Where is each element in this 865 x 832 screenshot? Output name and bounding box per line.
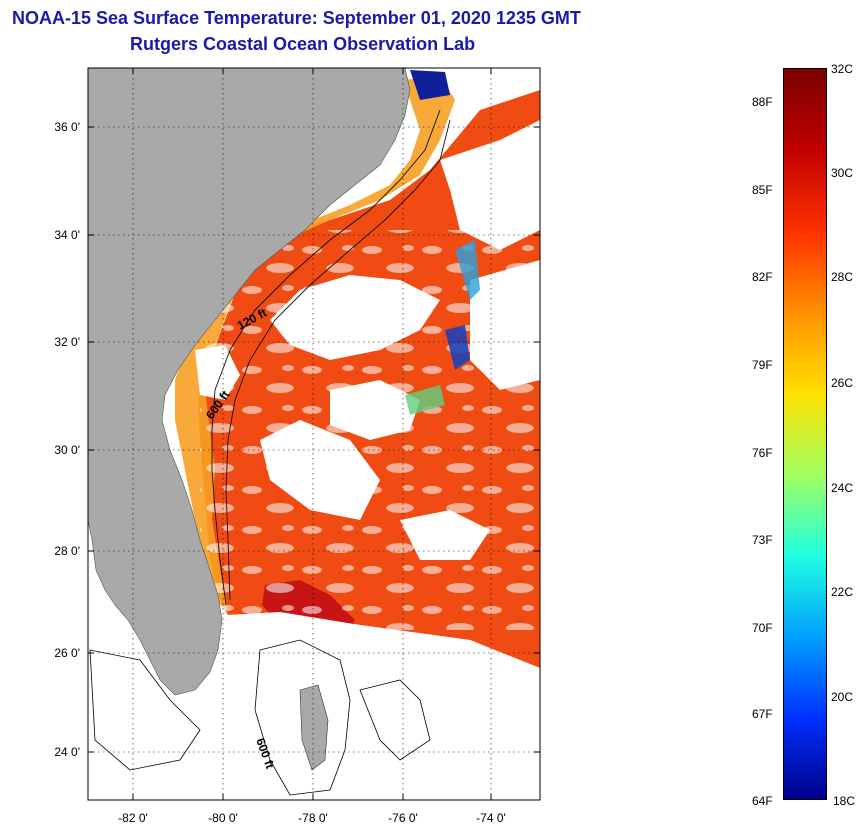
cool-filament — [455, 240, 480, 300]
colorbar-f-label: 88F — [752, 95, 773, 109]
lon-label: -80 0' — [208, 811, 238, 825]
colorbar-c-label: 26C — [831, 376, 854, 390]
isobath-600ft — [225, 119, 451, 601]
cool-filament — [405, 385, 445, 415]
colorbar-c-label: 30C — [831, 166, 854, 180]
colorbar-c-label: 20C — [831, 690, 854, 704]
colorbar-f-label: 79F — [752, 358, 773, 372]
cool-filament — [445, 325, 470, 370]
colorbar-f-label: 67F — [752, 707, 773, 721]
lat-label: 36 0' — [54, 120, 80, 134]
lat-label: 30 0' — [54, 443, 80, 457]
colorbar-f-label: 85F — [752, 183, 773, 197]
colorbar-f-label: 70F — [752, 621, 773, 635]
lat-label: 24 0' — [54, 745, 80, 759]
bahamas-bank-outline — [254, 639, 351, 796]
cool-filament — [410, 70, 450, 100]
cloud-patch — [440, 120, 540, 250]
lon-label: -76 0' — [388, 811, 418, 825]
bahamas-bank-outline — [89, 649, 201, 771]
isobath-120ft — [211, 109, 441, 606]
lon-label: -82 0' — [118, 811, 148, 825]
bahamas-island — [299, 684, 329, 771]
colorbar-f-label: 64F — [752, 794, 773, 808]
temperature-colorbar — [783, 68, 827, 800]
colorbar-f-label: 76F — [752, 446, 773, 460]
colorbar-f-label: 82F — [752, 270, 773, 284]
lon-label: -74 0' — [476, 811, 506, 825]
colorbar-c-label: 32C — [831, 62, 854, 76]
lat-label: 34 0' — [54, 228, 80, 242]
axis-ticks — [88, 68, 540, 800]
colorbar-c-label: 22C — [831, 585, 854, 599]
colorbar-f-label: 73F — [752, 533, 773, 547]
bahamas-bank-outline — [359, 679, 431, 761]
colorbar-c-label: 18C — [833, 794, 856, 808]
land-mass — [88, 68, 411, 696]
colorbar-c-label: 24C — [831, 481, 854, 495]
map-frame — [87, 67, 541, 801]
lon-label: -78 0' — [298, 811, 328, 825]
map-subtitle: Rutgers Coastal Ocean Observation Lab — [130, 34, 476, 54]
lat-label: 32 0' — [54, 335, 80, 349]
graticule — [88, 68, 540, 800]
colorbar-c-label: 28C — [831, 270, 854, 284]
map-title: NOAA-15 Sea Surface Temperature: Septemb… — [12, 8, 581, 28]
lat-label: 28 0' — [54, 544, 80, 558]
lat-label: 26 0' — [54, 646, 80, 660]
cloud-texture — [200, 230, 540, 630]
